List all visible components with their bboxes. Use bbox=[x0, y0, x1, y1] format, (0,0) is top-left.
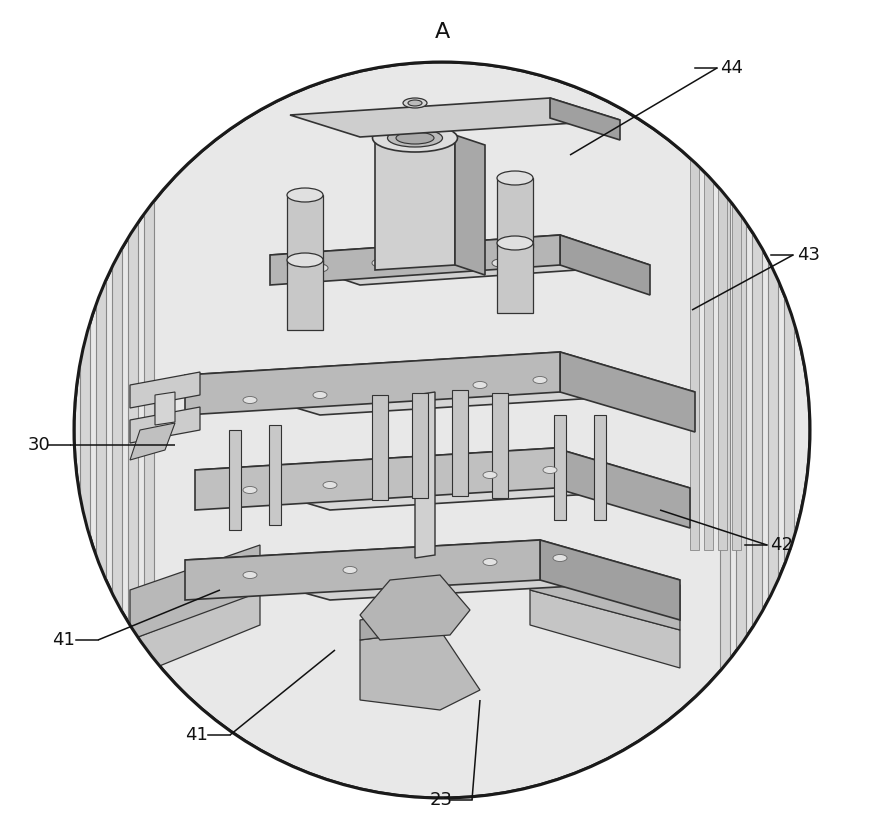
Polygon shape bbox=[270, 235, 560, 285]
Polygon shape bbox=[560, 235, 650, 295]
Polygon shape bbox=[130, 423, 175, 460]
Polygon shape bbox=[360, 575, 470, 640]
Text: A: A bbox=[435, 22, 450, 42]
Ellipse shape bbox=[497, 236, 533, 250]
Ellipse shape bbox=[372, 259, 388, 267]
Polygon shape bbox=[690, 148, 699, 550]
Polygon shape bbox=[130, 407, 200, 443]
Polygon shape bbox=[185, 352, 560, 415]
Polygon shape bbox=[185, 540, 680, 600]
Polygon shape bbox=[195, 448, 555, 510]
Polygon shape bbox=[128, 160, 138, 680]
Polygon shape bbox=[530, 590, 680, 668]
Polygon shape bbox=[130, 590, 260, 678]
Ellipse shape bbox=[323, 482, 337, 488]
Text: 23: 23 bbox=[430, 791, 453, 809]
Polygon shape bbox=[452, 390, 468, 496]
Ellipse shape bbox=[553, 554, 567, 562]
Ellipse shape bbox=[243, 397, 257, 403]
Polygon shape bbox=[555, 448, 690, 528]
Polygon shape bbox=[415, 392, 435, 558]
Polygon shape bbox=[530, 545, 680, 630]
Ellipse shape bbox=[312, 264, 328, 272]
Polygon shape bbox=[594, 415, 606, 520]
Polygon shape bbox=[540, 540, 680, 620]
Polygon shape bbox=[560, 352, 695, 432]
Polygon shape bbox=[718, 148, 727, 550]
Text: 44: 44 bbox=[720, 59, 743, 77]
Polygon shape bbox=[130, 545, 260, 640]
Polygon shape bbox=[130, 372, 200, 408]
Ellipse shape bbox=[373, 124, 458, 152]
Ellipse shape bbox=[243, 572, 257, 578]
Ellipse shape bbox=[388, 129, 442, 147]
Polygon shape bbox=[270, 235, 650, 285]
Polygon shape bbox=[554, 415, 566, 520]
Polygon shape bbox=[360, 608, 440, 640]
Polygon shape bbox=[287, 260, 323, 330]
Text: 42: 42 bbox=[770, 536, 793, 554]
Polygon shape bbox=[112, 160, 122, 680]
Text: 30: 30 bbox=[28, 436, 50, 454]
Polygon shape bbox=[229, 430, 241, 530]
Ellipse shape bbox=[343, 567, 357, 573]
Polygon shape bbox=[185, 352, 695, 415]
Polygon shape bbox=[412, 393, 428, 498]
Text: 41: 41 bbox=[52, 631, 75, 649]
Polygon shape bbox=[80, 160, 90, 680]
Polygon shape bbox=[732, 148, 741, 550]
Ellipse shape bbox=[512, 249, 528, 257]
Ellipse shape bbox=[287, 253, 323, 267]
Text: 43: 43 bbox=[797, 246, 820, 264]
Polygon shape bbox=[287, 195, 323, 265]
Ellipse shape bbox=[473, 381, 487, 389]
Ellipse shape bbox=[543, 466, 557, 474]
Polygon shape bbox=[155, 392, 175, 425]
Polygon shape bbox=[497, 178, 533, 248]
Polygon shape bbox=[752, 130, 762, 670]
Polygon shape bbox=[185, 540, 540, 600]
Polygon shape bbox=[372, 395, 388, 500]
Ellipse shape bbox=[497, 171, 533, 185]
Ellipse shape bbox=[313, 392, 327, 398]
Ellipse shape bbox=[408, 100, 422, 106]
Polygon shape bbox=[497, 243, 533, 313]
Polygon shape bbox=[290, 98, 620, 137]
Polygon shape bbox=[96, 160, 106, 680]
Circle shape bbox=[74, 62, 810, 798]
Polygon shape bbox=[144, 160, 154, 680]
Polygon shape bbox=[736, 130, 746, 670]
Polygon shape bbox=[360, 630, 480, 710]
Ellipse shape bbox=[243, 487, 257, 493]
Ellipse shape bbox=[287, 188, 323, 202]
Polygon shape bbox=[269, 425, 281, 525]
Ellipse shape bbox=[492, 259, 508, 267]
Polygon shape bbox=[492, 393, 508, 498]
Polygon shape bbox=[550, 98, 620, 140]
Polygon shape bbox=[195, 448, 690, 510]
Ellipse shape bbox=[452, 254, 468, 262]
Polygon shape bbox=[784, 130, 794, 670]
Ellipse shape bbox=[533, 376, 547, 384]
Text: 41: 41 bbox=[185, 726, 208, 744]
Ellipse shape bbox=[396, 132, 434, 144]
Polygon shape bbox=[720, 130, 730, 670]
Polygon shape bbox=[704, 148, 713, 550]
Polygon shape bbox=[455, 135, 485, 275]
Polygon shape bbox=[768, 130, 778, 670]
Ellipse shape bbox=[483, 559, 497, 565]
Ellipse shape bbox=[483, 472, 497, 478]
Ellipse shape bbox=[403, 98, 427, 108]
Ellipse shape bbox=[302, 272, 318, 280]
Polygon shape bbox=[375, 135, 455, 270]
